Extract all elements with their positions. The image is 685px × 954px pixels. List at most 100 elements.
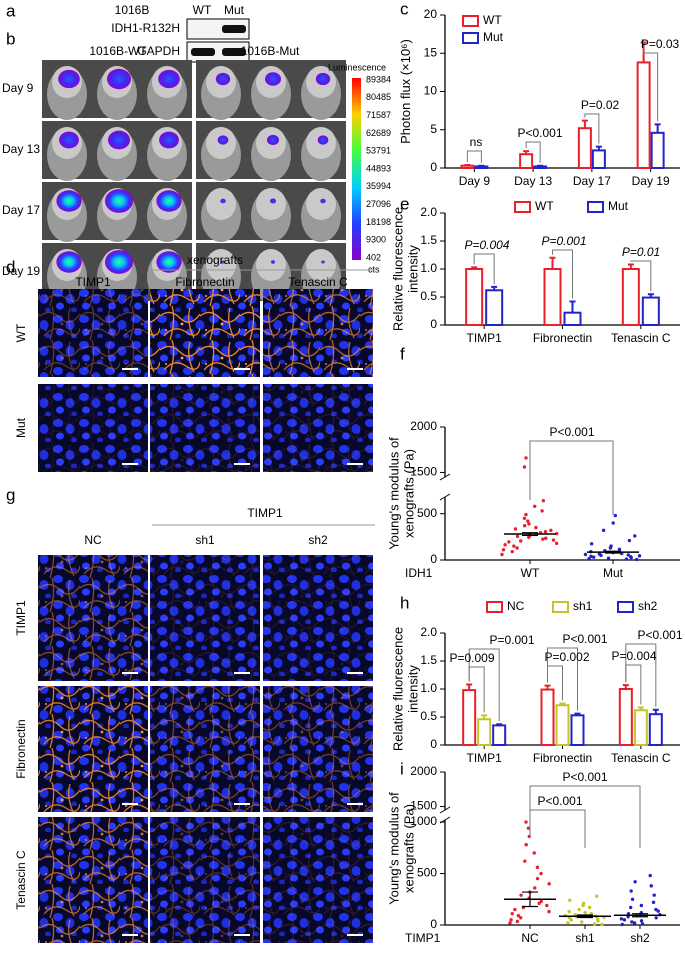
dot bbox=[535, 865, 540, 870]
y-axis-label-line: xenografts (Pa) bbox=[402, 804, 417, 893]
legend-label: Mut bbox=[608, 199, 629, 213]
x-tick-label: WT bbox=[521, 566, 540, 580]
signal bbox=[58, 69, 80, 89]
y-tick-label: 1500 bbox=[410, 465, 437, 479]
signal bbox=[105, 250, 133, 274]
dot bbox=[629, 889, 633, 893]
dot bbox=[611, 521, 615, 525]
dot bbox=[583, 910, 587, 915]
dot bbox=[524, 843, 528, 847]
column-label: TIMP1 bbox=[75, 275, 111, 289]
dot bbox=[541, 499, 546, 503]
stain-overlay bbox=[263, 289, 373, 377]
dot bbox=[547, 909, 551, 914]
y-tick-label: 15 bbox=[424, 45, 438, 59]
y-tick-label: 2000 bbox=[410, 764, 437, 778]
bar bbox=[570, 714, 585, 747]
dot bbox=[613, 513, 618, 518]
stain-overlay bbox=[150, 817, 260, 943]
y-tick-label: 1500 bbox=[410, 799, 437, 813]
dot bbox=[649, 884, 653, 888]
bar bbox=[563, 311, 582, 326]
colorbar bbox=[352, 78, 361, 260]
row-label: TIMP1 bbox=[14, 600, 28, 636]
dot bbox=[652, 893, 656, 897]
x-tick-label: NC bbox=[521, 931, 539, 945]
bracket bbox=[547, 647, 578, 711]
signal bbox=[315, 72, 331, 86]
colorbar-tick-label: 89384 bbox=[366, 74, 391, 84]
dot bbox=[567, 909, 571, 914]
colorbar-title: Luminescence bbox=[328, 62, 386, 72]
annotation: P=0.001 bbox=[541, 234, 586, 248]
dot bbox=[587, 556, 591, 561]
staining-grid: TIMP1 Fibronectin Tenascin C WT Mut NC sh1 sh2 T… bbox=[14, 275, 373, 943]
dot bbox=[547, 882, 551, 886]
stain-overlay bbox=[150, 555, 260, 681]
dot bbox=[526, 519, 530, 523]
x-tick-label: sh2 bbox=[630, 931, 650, 945]
signal bbox=[267, 134, 279, 146]
colorbar-tick-label: 80485 bbox=[366, 92, 391, 102]
annotation: P<0.001 bbox=[537, 794, 582, 808]
signal bbox=[220, 198, 226, 204]
panel-letter: h bbox=[400, 593, 409, 612]
error-bar bbox=[481, 714, 488, 720]
signal bbox=[156, 190, 182, 212]
dot bbox=[592, 555, 596, 559]
dot bbox=[568, 898, 572, 902]
dot bbox=[617, 547, 622, 552]
error-bar bbox=[522, 532, 538, 537]
blot-band bbox=[191, 48, 215, 56]
imaging-grid: Day 9 Day 13 Day 17 Day 19 89384 80485 71587 62… bbox=[2, 60, 391, 303]
error-bar bbox=[652, 708, 659, 715]
error-bar bbox=[637, 706, 644, 711]
dot bbox=[601, 528, 606, 533]
y-tick-label: 2.0 bbox=[420, 625, 437, 639]
error-bar bbox=[544, 684, 551, 690]
column-label: sh1 bbox=[195, 533, 215, 547]
annotation: P=0.02 bbox=[581, 98, 620, 112]
x-tick-label: Fibronectin bbox=[533, 751, 592, 765]
bar bbox=[465, 268, 484, 326]
bracket bbox=[643, 39, 659, 122]
dot bbox=[620, 922, 624, 927]
annotation: P<0.001 bbox=[637, 628, 682, 642]
dot bbox=[522, 516, 527, 521]
colorbar-tick-label: 18198 bbox=[366, 217, 391, 227]
bracket bbox=[525, 141, 541, 163]
x-tick-label: TIMP1 bbox=[466, 331, 502, 345]
y-tick-label: 0.5 bbox=[420, 709, 437, 723]
panel-letter: e bbox=[400, 194, 409, 213]
colorbar-tick-label: 44893 bbox=[366, 163, 391, 173]
stain-overlay bbox=[38, 817, 148, 943]
dot bbox=[595, 917, 600, 921]
error-bar bbox=[491, 285, 498, 291]
dot bbox=[507, 540, 511, 544]
dot bbox=[510, 911, 514, 916]
dot bbox=[527, 522, 531, 526]
dot bbox=[533, 504, 537, 508]
error-bar bbox=[654, 123, 661, 133]
signal bbox=[317, 135, 329, 145]
row-label: Day 13 bbox=[2, 142, 40, 156]
dot bbox=[629, 905, 633, 910]
dot bbox=[549, 528, 553, 533]
dot bbox=[554, 541, 559, 546]
y-axis-label-line: Relative fluorescence bbox=[391, 627, 406, 751]
stain-overlay bbox=[38, 384, 148, 472]
blot-row-label: IDH1-R132H bbox=[111, 21, 180, 35]
dot bbox=[589, 554, 593, 558]
bar bbox=[636, 61, 651, 169]
legend-label: WT bbox=[483, 13, 502, 27]
x-tick-label: Tenascin C bbox=[611, 331, 671, 345]
dot bbox=[577, 907, 581, 912]
bracket bbox=[468, 648, 500, 722]
signal bbox=[56, 251, 82, 273]
colorbar-tick-label: 27096 bbox=[366, 199, 391, 209]
y-tick-label: 500 bbox=[417, 506, 437, 520]
dot bbox=[535, 876, 540, 881]
signal bbox=[271, 260, 275, 264]
error-bar bbox=[559, 702, 566, 706]
annotation: P=0.004 bbox=[464, 238, 509, 252]
